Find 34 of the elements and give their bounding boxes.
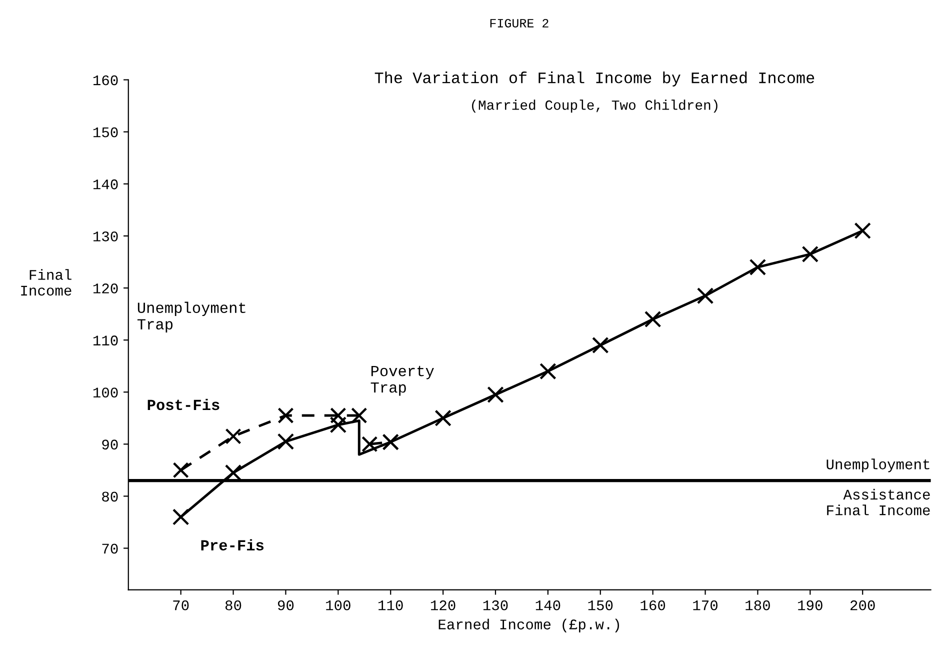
- y-axis-title: Final Income: [21, 269, 72, 296]
- annotation: Poverty Trap: [370, 366, 434, 396]
- x-axis-title: Earned Income (£p.w.): [438, 618, 620, 632]
- x-tick-label: 160: [640, 600, 666, 610]
- y-tick-label: 120: [93, 284, 118, 294]
- y-tick-label: 140: [93, 179, 118, 190]
- x-tick-label: 130: [483, 600, 508, 610]
- y-tick-label: 100: [93, 388, 118, 398]
- annotation: Unemployment Trap: [137, 302, 246, 332]
- y-tick-label: 80: [102, 492, 118, 502]
- y-tick-label: 150: [93, 127, 118, 138]
- x-tick-label: 190: [798, 600, 822, 610]
- caption: FIGURE 2: [490, 18, 548, 28]
- y-tick-label: 130: [93, 231, 118, 242]
- x-tick-label: 110: [378, 600, 403, 610]
- text: (Married Couple, Two Children): [472, 100, 718, 113]
- x-tick-label: 150: [588, 600, 613, 610]
- y-tick-label: 90: [102, 440, 118, 450]
- x-tick-label: 170: [693, 600, 718, 610]
- x-tick-label: 100: [326, 600, 350, 610]
- x-tick-label: 200: [850, 600, 875, 610]
- x-tick-label: 80: [225, 600, 242, 610]
- ref-line-label: Unemployment Assistance Final Income: [826, 458, 930, 516]
- x-tick-label: 90: [278, 600, 294, 610]
- x-tick-label: 70: [173, 600, 189, 610]
- x-tick-label: 180: [746, 600, 770, 610]
- x-tick-label: 120: [430, 600, 456, 610]
- series-label: Post-Fis: [148, 398, 220, 410]
- x-tick-label: 140: [536, 600, 560, 610]
- y-tick-label: 160: [93, 75, 118, 86]
- y-tick-label: 110: [93, 336, 118, 346]
- chart-title: The Variation of Final Income by Earned Income: [374, 72, 814, 86]
- y-tick-label: 70: [102, 544, 118, 554]
- series-label: Pre-Fis: [201, 539, 264, 550]
